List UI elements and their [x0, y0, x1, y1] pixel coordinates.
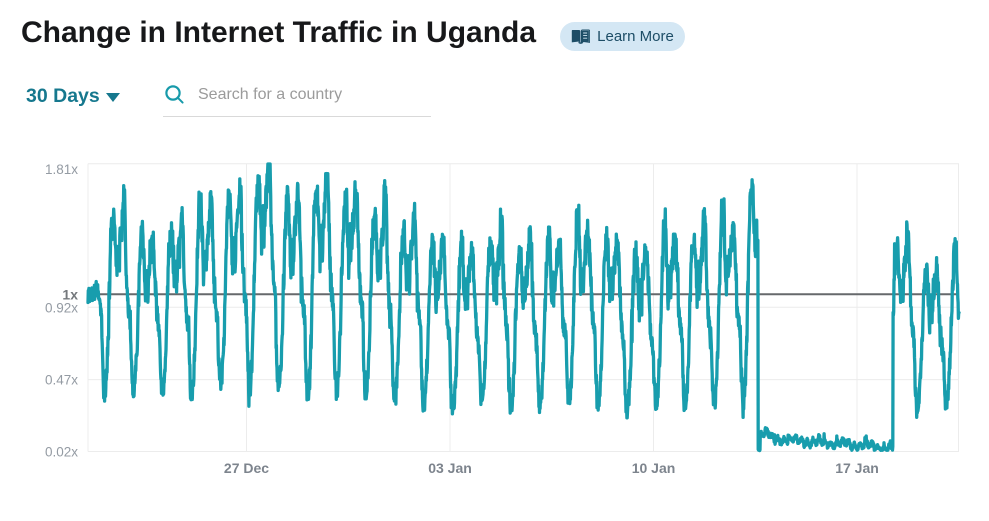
svg-text:0.02x: 0.02x — [45, 445, 78, 460]
svg-text:0.92x: 0.92x — [45, 301, 78, 316]
svg-text:27 Dec: 27 Dec — [224, 460, 269, 476]
svg-text:1x: 1x — [62, 287, 78, 303]
svg-text:10 Jan: 10 Jan — [632, 460, 676, 476]
svg-text:0.47x: 0.47x — [45, 373, 78, 388]
svg-text:1.81x: 1.81x — [45, 162, 78, 177]
svg-text:03 Jan: 03 Jan — [428, 460, 472, 476]
svg-text:17 Jan: 17 Jan — [835, 460, 879, 476]
